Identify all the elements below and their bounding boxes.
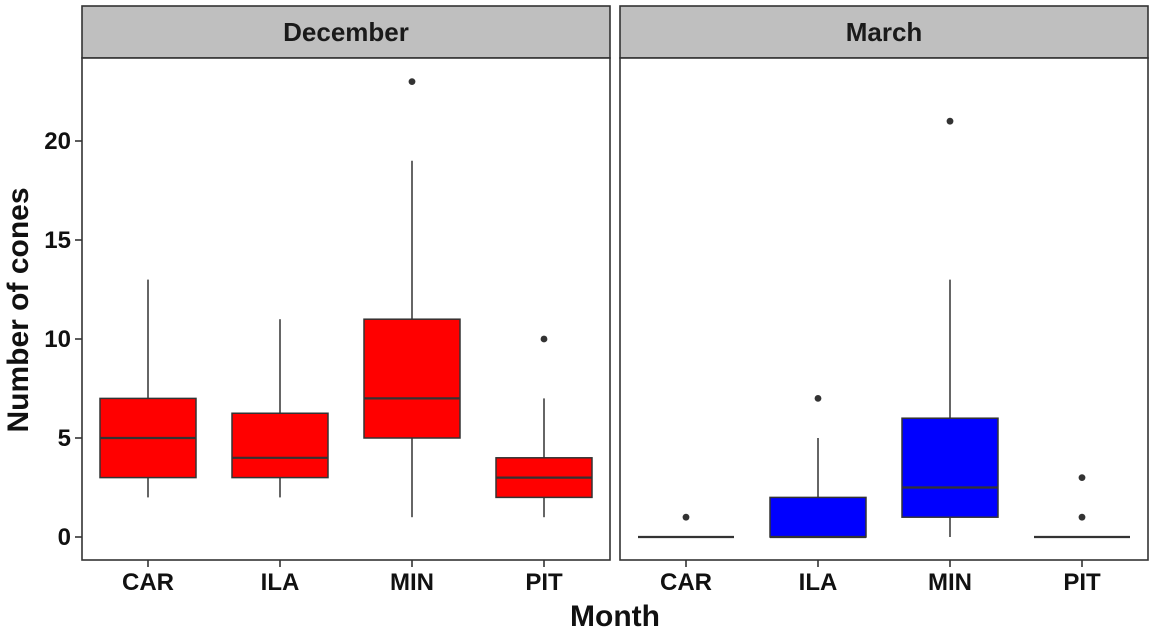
box-ila xyxy=(231,319,329,498)
facet-strip xyxy=(619,5,1149,59)
box-car xyxy=(99,279,197,498)
facet-panel xyxy=(619,57,1149,561)
y-tick-label: 10 xyxy=(44,326,71,353)
x-tick-label: PIT xyxy=(525,569,563,596)
y-tick-label: 20 xyxy=(44,128,71,155)
outlier-point xyxy=(1078,474,1086,481)
outlier-point xyxy=(814,395,822,402)
x-tick-label: CAR xyxy=(660,569,712,596)
box-min xyxy=(901,117,999,537)
y-tick-label: 5 xyxy=(58,425,71,452)
outlier-point xyxy=(540,335,548,343)
box-iqr xyxy=(363,318,461,439)
y-tick-label: 15 xyxy=(44,227,71,254)
box-min xyxy=(363,78,461,518)
facet-strip-label: March xyxy=(846,17,923,47)
box-iqr xyxy=(901,417,999,518)
box-car xyxy=(638,513,734,539)
outlier-point xyxy=(408,78,416,85)
facet-march: March CAR ILA MIN PIT xyxy=(619,5,1149,596)
x-tick-label: MIN xyxy=(390,569,434,596)
outlier-point xyxy=(682,513,690,521)
box-iqr xyxy=(769,496,867,538)
y-tick-label: 0 xyxy=(58,524,71,551)
facet-december: December 0 5 10 15 20 CAR ILA MIN PIT xyxy=(44,5,611,596)
box-pit xyxy=(495,335,593,518)
x-tick-label: CAR xyxy=(122,569,174,596)
box-ila xyxy=(769,395,867,539)
x-tick-label: ILA xyxy=(799,569,838,596)
y-axis-title: Number of cones xyxy=(2,187,35,432)
facet-strip-label: December xyxy=(283,17,409,47)
facet-strip xyxy=(81,5,611,59)
outlier-point xyxy=(1078,513,1086,521)
outlier-point xyxy=(946,117,954,125)
x-tick-label: PIT xyxy=(1063,569,1101,596)
box-pit xyxy=(1034,474,1130,539)
box-iqr xyxy=(231,412,329,479)
x-axis-title: Month xyxy=(570,600,660,633)
x-tick-label: MIN xyxy=(928,569,972,596)
x-tick-label: ILA xyxy=(261,569,300,596)
